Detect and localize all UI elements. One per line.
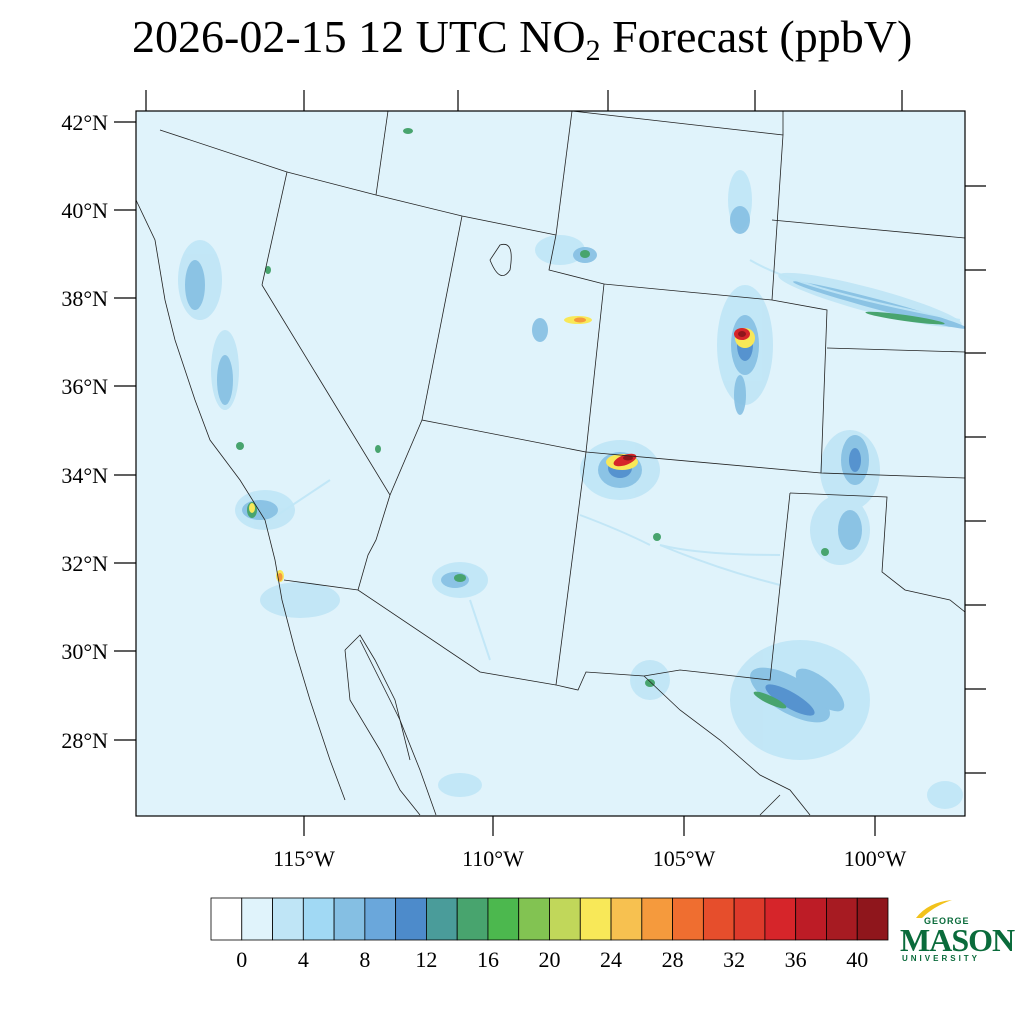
logo-line3: UNIVERSITY [902,954,981,963]
colorbar-swatch [456,897,489,941]
colorbar [210,897,889,941]
lat-label: 42°N [61,110,108,135]
boundaries [136,111,965,816]
colorbar-tick-label: 8 [359,947,370,972]
bottom-ticks [303,816,876,836]
colorbar-swatch [518,897,550,941]
colorbar-swatch [549,897,581,941]
colorbar-swatch [610,897,643,941]
colorbar-swatch [702,897,735,941]
colorbar-swatch [302,897,335,941]
colorbar-swatch [364,897,397,941]
lat-label: 38°N [61,286,108,311]
lon-label: 115°W [273,846,335,871]
colorbar-swatch [487,897,520,941]
colorbar-swatch [395,897,427,941]
colorbar-swatch [272,897,304,941]
colorbar-swatch [426,897,458,941]
lon-label: 105°W [653,846,716,871]
logo-line1: GEORGE [924,916,970,926]
colorbar-tick-label: 20 [539,947,561,972]
lat-label: 32°N [61,551,108,576]
lon-label: 100°W [844,846,907,871]
colorbar-swatch [579,897,612,941]
colorbar-tick-label: 28 [662,947,684,972]
colorbar-tick-label: 32 [723,947,745,972]
map-frame [135,110,966,817]
colorbar-tick-label: 0 [236,947,247,972]
right-ticks [965,185,986,774]
lat-label: 40°N [61,198,108,223]
colorbar-swatch [672,897,704,941]
title-subscript: 2 [585,34,601,67]
colorbar-labels: 0 4 8 12 16 20 24 28 32 36 40 [236,947,868,972]
colorbar-tick-label: 4 [298,947,309,972]
lon-labels: 115°W 110°W 105°W 100°W [273,846,906,871]
lat-label: 36°N [61,374,108,399]
lat-labels: 42°N 40°N 38°N 36°N 34°N 32°N 30°N 28°N [61,110,108,753]
left-ticks [114,121,136,741]
colorbar-tick-label: 40 [846,947,868,972]
colorbar-swatch [826,897,858,941]
colorbar-tick-label: 36 [785,947,807,972]
colorbar-swatch [210,897,243,941]
colorbar-tick-label: 24 [600,947,622,972]
colorbar-swatch [764,897,797,941]
colorbar-swatch [856,897,889,941]
colorbar-tick-label: 16 [477,947,499,972]
lat-label: 28°N [61,728,108,753]
colorbar-swatch [241,897,273,941]
colorbar-swatch [641,897,673,941]
gmu-logo: GEORGE MASON UNIVERSITY [896,896,1015,976]
colorbar-swatch [795,897,827,941]
logo-line2: MASON [900,922,1015,958]
colorbar-swatch [333,897,366,941]
lat-label: 34°N [61,463,108,488]
colorbar-tick-label: 12 [415,947,437,972]
top-ticks [145,90,903,111]
lat-label: 30°N [61,639,108,664]
concentration-field [178,128,965,809]
title-main: 2026-02-15 12 UTC NO [132,11,586,62]
colorbar-swatch [733,897,766,941]
title-suffix: Forecast (ppbV) [600,11,913,62]
lon-label: 110°W [462,846,524,871]
swoosh-icon [916,900,952,918]
